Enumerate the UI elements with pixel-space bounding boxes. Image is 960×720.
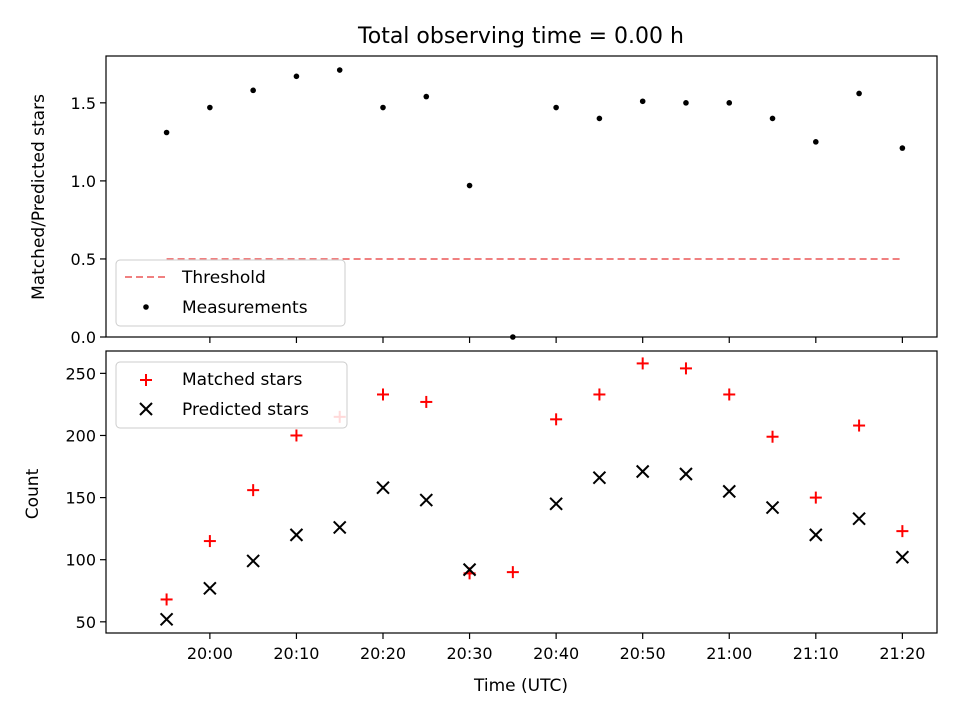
bottom-y-tick-label: 150	[65, 489, 96, 508]
bottom-y-tick-label: 100	[65, 551, 96, 570]
legend-threshold-label: Threshold	[181, 268, 266, 288]
measurement-point	[293, 73, 300, 80]
measurement-point	[466, 182, 473, 189]
top-legend: Threshold Measurements	[115, 259, 346, 327]
top-y-tick-label: 1.0	[71, 172, 96, 191]
predicted-star-point	[809, 528, 823, 542]
predicted-star-point	[159, 612, 174, 627]
measurement-point	[813, 139, 819, 145]
measurement-point	[250, 87, 256, 94]
legend-measurements-swatch	[143, 304, 149, 310]
predicted-star-point	[679, 467, 693, 481]
bottom-legend-box	[115, 361, 348, 429]
bottom-y-axis-label: Count	[23, 468, 43, 519]
bottom-legend: Matched stars Predicted stars	[115, 361, 348, 429]
x-tick-label: 20:00	[187, 644, 233, 663]
matched-star-point	[853, 419, 866, 432]
predicted-star-point	[289, 528, 304, 542]
matched-star-point	[420, 395, 433, 408]
measurement-point	[856, 90, 862, 97]
predicted-star-point	[895, 550, 910, 564]
predicted-star-point	[462, 562, 477, 577]
matched-star-point	[506, 566, 519, 579]
top-chart-title: Total observing time = 0.00 h	[357, 24, 684, 49]
measurement-point	[899, 145, 906, 151]
x-tick-label: 20:40	[533, 644, 579, 663]
legend-predicted-swatch	[139, 402, 153, 416]
predicted-star-point	[722, 484, 736, 499]
matched-star-point	[593, 388, 606, 401]
measurement-point	[163, 129, 170, 136]
x-tick-label: 20:30	[447, 644, 493, 663]
matched-star-point	[766, 430, 779, 443]
measurement-point	[639, 98, 646, 105]
x-axis-label: Time (UTC)	[473, 676, 568, 696]
predicted-star-point	[852, 512, 866, 526]
top-legend-box	[115, 259, 346, 327]
legend-measurements-label: Measurements	[182, 298, 308, 318]
top-axes: 0.0 0.5 1.0 1.5	[71, 94, 903, 347]
bottom-y-tick-label: 50	[76, 613, 96, 632]
predicted-star-point	[333, 520, 347, 535]
x-tick-label: 21:20	[879, 644, 925, 663]
measurement-point	[380, 104, 386, 111]
matched-star-point	[679, 362, 692, 375]
bottom-plot-frame	[105, 350, 938, 634]
matched-star-point	[896, 525, 909, 538]
top-plot-frame	[105, 55, 938, 338]
predicted-star-point	[549, 497, 563, 511]
matched-star-point	[160, 593, 173, 606]
bottom-axes: 50 100 150 200 250 20:00 20:10 20:20 20:30 20:40 2…	[65, 364, 925, 663]
top-y-tick-label: 0.0	[71, 328, 96, 347]
legend-matched-label: Matched stars	[182, 370, 302, 390]
measurement-point	[336, 67, 343, 73]
predicted-star-point	[765, 500, 780, 515]
measurement-point	[726, 100, 733, 106]
bottom-y-tick-label: 250	[65, 364, 96, 383]
x-tick-label: 20:20	[360, 644, 406, 663]
legend-matched-swatch	[140, 374, 152, 386]
matched-star-point	[723, 388, 736, 401]
predicted-star-point	[376, 480, 390, 495]
top-y-tick-label: 0.5	[71, 250, 96, 269]
x-tick-label: 20:50	[620, 644, 666, 663]
predicted-star-point	[203, 581, 217, 595]
x-tick-label: 20:10	[273, 644, 319, 663]
predicted-star-point	[592, 471, 607, 485]
matched-star-point	[550, 413, 563, 426]
matched-star-point	[636, 357, 649, 370]
predicted-star-point	[635, 464, 650, 479]
bottom-plot-marks	[159, 357, 910, 627]
matched-star-point	[290, 429, 303, 442]
predicted-star-point	[246, 554, 260, 568]
predicted-star-point	[419, 493, 433, 507]
measurement-point	[553, 104, 559, 111]
top-plot-marks	[163, 67, 906, 340]
measurement-point	[207, 104, 213, 111]
measurement-point	[596, 115, 603, 122]
top-y-tick-label: 1.5	[71, 94, 96, 113]
x-tick-label: 21:00	[706, 644, 752, 663]
legend-predicted-label: Predicted stars	[182, 400, 309, 420]
measurement-point	[423, 93, 430, 100]
x-tick-label: 21:10	[793, 644, 839, 663]
top-y-axis-label: Matched/Predicted stars	[29, 94, 49, 300]
measurement-point	[769, 115, 776, 122]
matched-star-point	[247, 484, 260, 497]
measurement-point	[683, 100, 689, 106]
matched-star-point	[203, 535, 216, 548]
bottom-y-tick-label: 200	[65, 426, 96, 445]
matched-star-point	[377, 388, 389, 401]
matched-star-point	[809, 491, 822, 504]
